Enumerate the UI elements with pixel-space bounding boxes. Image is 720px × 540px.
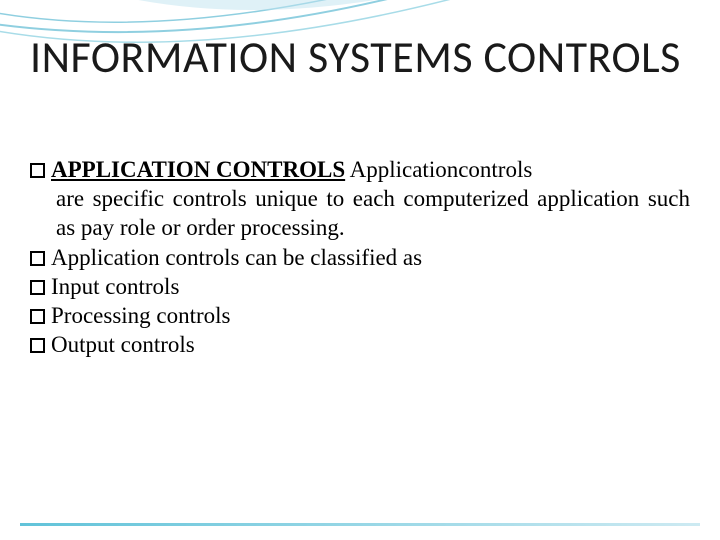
list-item: Application controls can be classified a… <box>30 244 690 273</box>
item-text: Application controls can be classified a… <box>51 245 422 270</box>
lead-paragraph: APPLICATION CONTROLS Applicationcontrols… <box>30 156 690 242</box>
list-item: Processing controls <box>30 302 690 331</box>
bullet-box-icon <box>30 280 45 295</box>
list-item: Output controls <box>30 331 690 360</box>
slide-title: INFORMATION SYSTEMS CONTROLS <box>30 34 690 80</box>
item-text: Input controls <box>51 274 179 299</box>
bullet-box-icon <box>30 309 45 324</box>
bullet-box-icon <box>30 338 45 353</box>
swoosh-fill-2 <box>60 0 470 10</box>
list-item: Input controls <box>30 273 690 302</box>
lead-rest-wrap: are specific controls unique to each com… <box>30 185 690 243</box>
bullet-box-icon <box>30 251 45 266</box>
item-text: Output controls <box>51 332 195 357</box>
footer-divider <box>20 523 700 526</box>
item-text: Processing controls <box>51 303 231 328</box>
lead-label: APPLICATION CONTROLS <box>51 157 345 182</box>
bullet-box-icon <box>30 163 45 178</box>
swoosh-line-1 <box>0 0 460 32</box>
body-content: APPLICATION CONTROLS Applicationcontrols… <box>30 156 690 359</box>
swoosh-line-3 <box>0 0 410 22</box>
lead-rest-1: Applicationcontrols <box>345 157 532 182</box>
